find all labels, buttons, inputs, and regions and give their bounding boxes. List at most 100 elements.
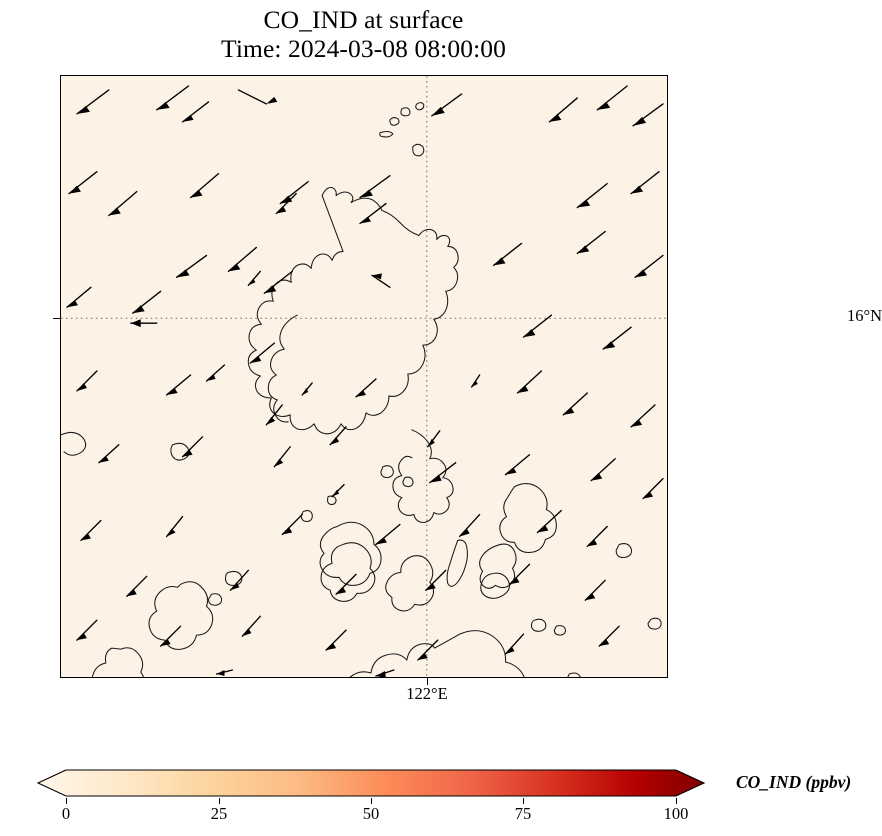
quiver-arrow [417,639,439,661]
quiver-arrow [249,342,275,364]
quiver-arrow [76,370,98,392]
coastline-palawan-south [91,647,144,677]
colorbar-ticklabel-50: 50 [362,804,380,823]
quiver-arrow [329,426,347,446]
quiver-arrow [375,669,395,677]
ytick-mark-16n [53,318,60,320]
quiver-arrow [492,242,523,267]
coastlines [61,102,662,677]
quiver-arrow [516,370,543,394]
quiver-arrow [241,615,262,637]
coastline-islet [379,131,394,138]
title-line-time: Time: 2024-03-08 08:00:00 [221,33,506,63]
coastline-islet [415,102,425,111]
quiver-arrow [586,525,608,548]
quiver-arrow [630,404,656,428]
wind-quiver-field [66,85,664,677]
colorbar-tickmark-0 [66,798,68,804]
coastline-calamian [224,570,243,586]
quiver-arrow [508,563,531,585]
coastline-islet [553,625,566,636]
coastline-luzon-west [267,314,298,423]
quiver-arrow [576,230,606,255]
colorbar-tickmark-25 [219,798,221,804]
colorbar-ticks: 0 25 50 75 100 [0,798,882,830]
quiver-arrow [584,579,606,601]
quiver-arrow [263,270,293,294]
quiver-arrow [325,629,347,651]
quiver-arrow [66,286,92,308]
quiver-arrow [181,101,210,123]
coastline-islet [647,617,662,630]
quiver-arrow [371,273,391,288]
quiver-arrow [504,454,531,476]
coastline-islet [300,510,313,523]
quiver-arrow [165,515,184,538]
coastline-islet [402,476,414,488]
quiver-arrow [205,364,226,382]
quiver-arrow [522,314,553,338]
quiver-arrow [331,483,345,498]
coastline-islet [530,618,547,632]
quiver-arrow [634,254,664,279]
quiver-arrow [175,254,208,279]
quiver-arrow [598,625,620,647]
quiver-arrow [215,669,234,677]
quiver-arrow [126,575,148,597]
colorbar-tickmark-50 [371,798,373,804]
quiver-arrow [548,97,578,123]
quiver-arrow [632,103,664,127]
coastline-islet [327,495,337,506]
coastline-samar [499,483,557,554]
quiver-arrow [229,569,250,591]
coastline-calamian [207,593,223,606]
coastline-bicol [392,429,454,524]
quiver-arrow [189,173,220,199]
coastline-islet [170,442,190,461]
quiver-arrow [301,382,313,396]
quiver-arrow [355,378,377,398]
coastline-negros [385,555,435,612]
figure-title: CO_IND at surface Time: 2024-03-08 08:00… [0,5,727,63]
coastline-mindanao [349,630,525,677]
coastline-west-islet [61,431,87,456]
coastline-cebu [446,539,468,587]
coastline-islet [615,543,633,559]
colorbar-ticklabel-100: 100 [663,804,689,823]
colorbar-ticklabel-0: 0 [61,804,71,823]
colorbar-ticklabel-75: 75 [514,804,532,823]
quiver-arrow [132,290,162,314]
map-canvas [61,76,667,677]
quiver-arrow [536,509,563,534]
colorbar[interactable]: 0 25 50 75 100 CO_IND (ppbv) [0,760,882,836]
quiver-arrow [596,85,628,111]
quiver-arrow [431,93,463,117]
quiver-arrow [470,374,481,388]
quiver-arrow [80,519,102,542]
quiver-arrow [459,513,481,538]
coastline-bohol [480,572,510,599]
coastline-panay [320,542,376,602]
quiver-arrow [265,404,283,426]
quiver-arrow [281,513,303,536]
quiver-arrow [275,192,297,215]
colorbar-ticklabel-25: 25 [210,804,228,823]
xtick-label-122e: 122°E [406,684,448,703]
quiver-arrow [165,374,192,396]
colorbar-label: CO_IND (ppbv) [736,772,852,792]
quiver-arrow [576,182,608,209]
quiver-arrow [130,319,158,328]
quiver-arrow [590,458,616,482]
coastline-islet [567,672,581,677]
quiver-arrow [227,246,258,273]
quiver-arrow [375,523,401,546]
quiver-arrow [642,477,664,500]
colorbar-tickmark-75 [523,798,525,804]
coastline-islet [400,107,411,117]
quiver-arrow [98,444,120,464]
coastline-islet [412,143,425,157]
coastline-islet [389,117,400,126]
quiver-arrow [602,326,632,350]
quiver-arrow [181,436,204,458]
map-plot-area[interactable] [60,75,668,678]
